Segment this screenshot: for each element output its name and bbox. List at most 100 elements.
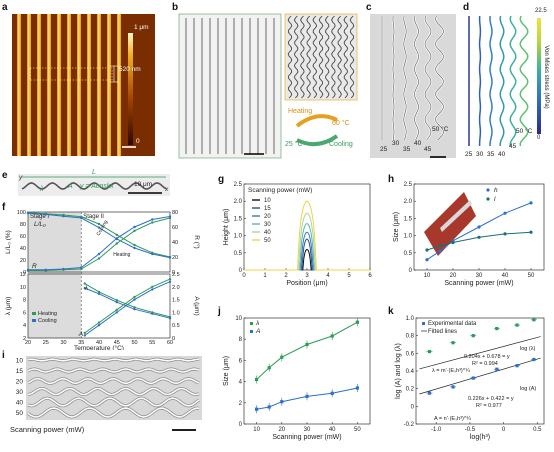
line-c-edge (392, 15, 395, 141)
k-point (515, 364, 519, 368)
f-bot-series (84, 278, 171, 334)
i-row-label: 10 (16, 358, 24, 365)
photo-c (370, 14, 456, 158)
f-xlabel: Temperature (°C) (74, 344, 124, 350)
j-legend-A: A (255, 328, 260, 335)
wavy-line (318, 15, 324, 99)
f-top-frame (27, 211, 171, 273)
k-legend-exp-marker (422, 322, 425, 325)
h-ytick-label: 0.5 (404, 251, 413, 257)
f-bot-rtick: 0 (172, 336, 175, 342)
e-equation: y = Acoskx (80, 183, 114, 190)
f-xtick: 30 (60, 340, 66, 346)
k-log-lambda: log (λ) (520, 346, 535, 352)
d-temp-30: 30 (476, 151, 484, 158)
g-xtick-label: 2 (284, 273, 288, 279)
wavy-line (337, 15, 342, 99)
f-top-ytick: 40 (20, 246, 26, 252)
g-ytick-label: 0 (239, 268, 243, 274)
temp-low-label: 25 °C (285, 141, 303, 148)
f-xtick: 25 (43, 340, 49, 346)
f-ylabel-top-r: R (°) (193, 235, 200, 248)
f-bot-rtick: 1.0 (172, 310, 180, 316)
j-legend-A-marker (250, 330, 253, 333)
line-c-edge (403, 15, 407, 141)
wavy-row-core (27, 377, 200, 385)
afm-stripe-highlight (38, 14, 40, 156)
f-xtick: 50 (131, 340, 137, 346)
j-point (255, 377, 259, 382)
h-series (426, 231, 532, 251)
heating-label: Heating (288, 108, 313, 115)
panel-label-f: f (2, 202, 6, 213)
f-top-ytick: 60 (20, 234, 26, 240)
f-top-ytick: 80 (20, 222, 26, 228)
h-xtick-label: 10 (424, 273, 431, 279)
panel-label-b: b (172, 2, 179, 13)
i-row-label: 30 (16, 389, 24, 396)
k-xlabel: log(h³) (470, 434, 490, 441)
wavy-line (324, 15, 330, 99)
f-top-point (168, 256, 172, 259)
f-curve-A: A (78, 331, 83, 338)
j-point (255, 407, 259, 411)
c-temp-45: 45 (424, 146, 432, 153)
f-bot-ytick: 2 (23, 336, 26, 342)
h-point (529, 201, 533, 205)
j-ytick-label: 6 (239, 358, 243, 364)
chart-k: -1.0 -0.5 0 0.5 1.0 0.8 0.6 0.4 0.2 0 -0.2 log(h³) l… (395, 316, 545, 441)
line-d (478, 15, 482, 146)
wavy-row-core (27, 397, 200, 407)
photo-b (178, 13, 358, 159)
h-point (425, 258, 429, 262)
e-lambda: λ (40, 186, 44, 193)
c-temp-40: 40 (414, 140, 422, 147)
line-d (499, 15, 505, 147)
k-eq-A-law: A = n'·(Eₛh³)^¼ (434, 416, 471, 422)
k-ytick-label: -0.2 (404, 422, 415, 428)
k-point (471, 376, 475, 380)
e-x: x (165, 186, 169, 193)
j-point (267, 366, 271, 370)
j-point (355, 386, 359, 390)
j-legend-lambda-marker (250, 322, 253, 325)
h-point (503, 232, 507, 236)
e-A: A (68, 183, 73, 190)
k-fit-line (419, 336, 541, 370)
j-ytick-label: 8 (239, 337, 243, 343)
wavy-line (343, 15, 349, 99)
g-xtick-label: 6 (368, 273, 372, 279)
f-bot-point (83, 334, 87, 337)
panel-j: j 10 20 30 40 50 0 2 4 6 8 10 Scanning power (mW) Si… (214, 306, 382, 452)
panel-i: i 10 15 20 30 40 50 Scanning power (mW) (0, 350, 210, 452)
panel-f: f Stage I Stage II 100 80 60 40 20 0 80 60 40 20 0 12… (0, 200, 200, 350)
f-bot-point (83, 282, 87, 285)
h-inset-line (440, 200, 472, 232)
vm-colorbar-title: Von Mises stress (MPa) (543, 45, 549, 109)
j-xtick-label: 30 (304, 427, 311, 433)
h-xlabel: Scanning power (mW) (444, 280, 513, 287)
g-series (244, 248, 370, 271)
panel-label-j: j (218, 306, 221, 317)
j-ytick-label: 0 (239, 422, 243, 428)
f-top-ytick: 20 (20, 258, 26, 264)
h-legend-l-marker (486, 197, 490, 201)
f-bot-point (83, 286, 87, 290)
wavy-row-core (27, 387, 200, 396)
panel-k: k -1.0 -0.5 0 0.5 1.0 0.8 0.6 0.4 0.2 0 -0.2 log(h³… (384, 306, 554, 452)
k-point (427, 391, 432, 395)
line-d (509, 15, 517, 147)
f-top-point (80, 266, 83, 269)
panel-label-e: e (2, 170, 8, 181)
g-ytick-label: 1.5 (234, 216, 243, 222)
f-bot-point (97, 324, 101, 327)
wavy-line (287, 15, 293, 99)
f-bot-ytick: 8 (23, 298, 26, 304)
simulation-d (468, 15, 541, 147)
k-eq-A-fit: 0.226x + 0.422 = y (468, 396, 514, 402)
k-point (471, 334, 475, 338)
afm-stripe-highlight (108, 14, 110, 156)
line-d (489, 15, 493, 147)
f-top-point (133, 243, 136, 247)
k-ylabel: log (A) and log (λ) (395, 343, 402, 399)
